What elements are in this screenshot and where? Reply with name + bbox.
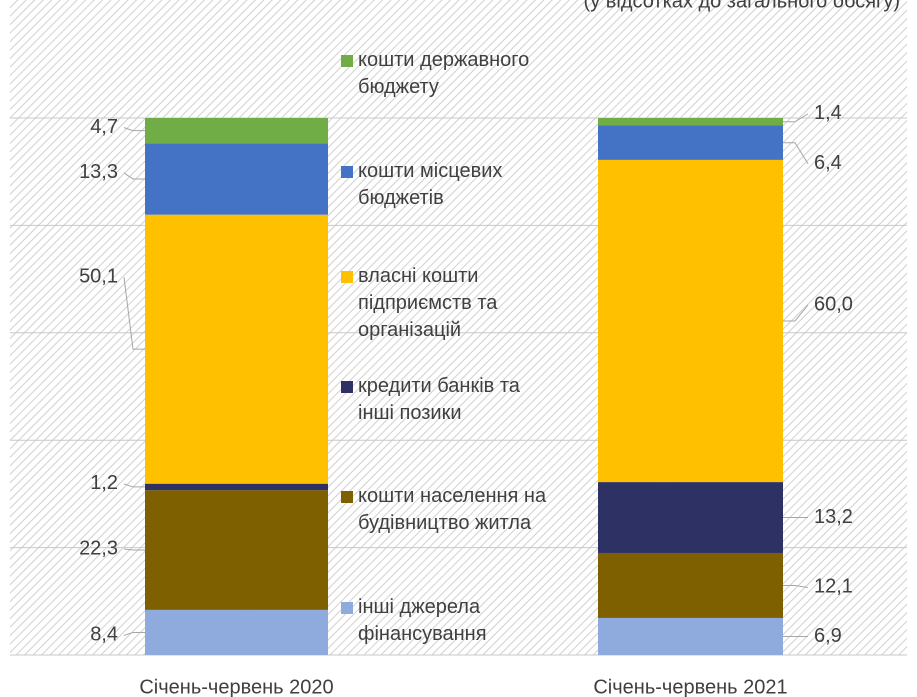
legend-label: інші джерела фінансування: [358, 596, 487, 645]
data-label: 22,3: [79, 537, 118, 559]
x-tick-label: Січень-червень 2020: [139, 676, 333, 697]
leader-line: [123, 548, 145, 551]
data-label: 6,9: [814, 625, 842, 647]
data-label: 4,7: [90, 116, 118, 138]
leader-line: [783, 304, 809, 322]
legend-swatch: [341, 491, 353, 503]
data-label: 8,4: [90, 624, 118, 646]
bar-segment: [598, 159, 783, 483]
leader-line: [783, 113, 809, 123]
legend-label: кошти населення на будівництво житла: [358, 485, 547, 534]
legend-label: власні кошти підприємств та організацій: [358, 265, 498, 341]
bar-segment: [598, 118, 783, 126]
bar-segment: [598, 125, 783, 160]
bar-segment: [145, 609, 328, 655]
data-label: 1,4: [814, 102, 842, 124]
leader-line: [783, 584, 809, 588]
data-label: 12,1: [814, 576, 853, 598]
legend-swatch: [341, 602, 353, 614]
leader-line: [123, 631, 145, 636]
data-label: 50,1: [79, 265, 118, 287]
leader-line: [123, 127, 145, 132]
data-label: 1,2: [90, 472, 118, 494]
legend-swatch: [341, 55, 353, 67]
bar-segment: [598, 482, 783, 553]
legend-swatch: [341, 166, 353, 178]
leader-line: [783, 142, 809, 164]
data-label: 6,4: [814, 152, 842, 174]
leader-line: [123, 277, 145, 350]
legend-swatch: [341, 271, 353, 283]
leader-line: [123, 483, 145, 488]
bar-segment: [598, 617, 783, 655]
leader-line: [123, 172, 145, 180]
legend-label: кредити банків та інші позики: [358, 375, 520, 424]
bar-segment: [145, 490, 328, 610]
bar-segment: [145, 214, 328, 484]
data-label: 60,0: [814, 293, 853, 315]
bar-segment: [145, 143, 328, 215]
legend-label: кошти державного бюджету: [358, 49, 530, 98]
x-tick-label: Січень-червень 2021: [593, 676, 787, 697]
legend-label: кошти місцевих бюджетів: [358, 160, 503, 209]
legend-swatch: [341, 381, 353, 393]
data-label: 13,3: [79, 161, 118, 183]
bar-segment: [598, 552, 783, 618]
chart-subtitle: (у відсотках до загального обсягу): [584, 0, 900, 12]
data-label: 13,2: [814, 506, 853, 528]
bar-segment: [145, 483, 328, 491]
bar-segment: [145, 118, 328, 144]
